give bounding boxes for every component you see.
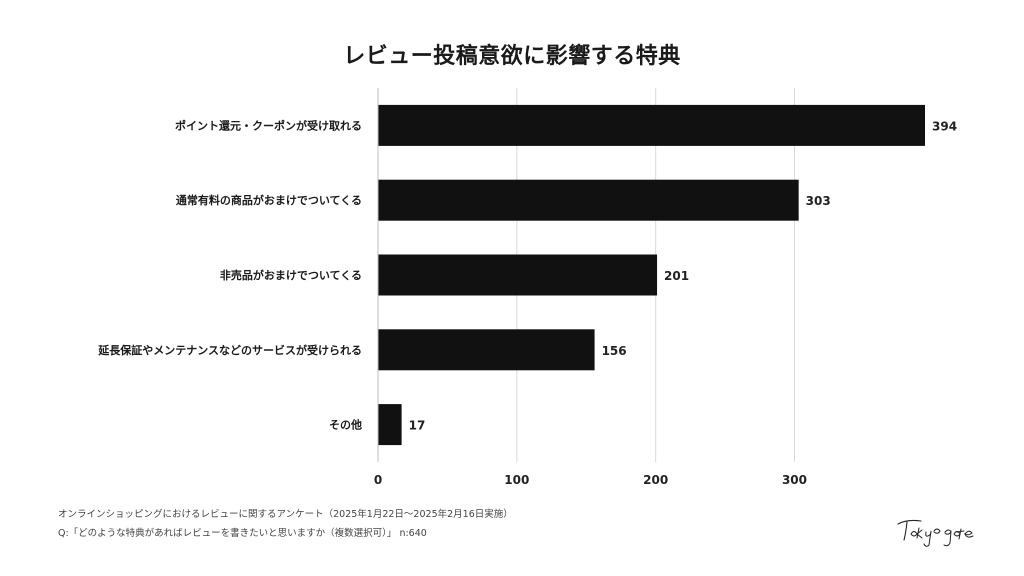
survey-question-note: Q:「どのような特典があればレビューを書きたいと思いますか（複数選択可）」 n:… [58,528,427,539]
bar [378,404,402,446]
survey-source-note: オンラインショッピングにおけるレビューに関するアンケート（2025年1月22日〜… [58,509,513,520]
chart-title: レビュー投稿意欲に影響する特典 [343,44,681,69]
bar [378,179,799,221]
x-tick-label: 300 [782,473,807,487]
data-label: 201 [664,269,689,283]
x-tick-label: 0 [374,473,382,487]
data-label: 156 [602,344,627,358]
data-label: 394 [932,119,957,133]
category-label: ポイント還元・クーポンが受け取れる [175,118,362,132]
tokyo-gate-logo [897,519,974,547]
category-label: 通常有料の商品がおまけでついてくる [176,193,362,207]
bar [378,329,595,371]
bar [378,254,658,296]
category-label: 非売品がおまけでついてくる [220,268,362,282]
category-label: 延長保証やメンテナンスなどのサービスが受けられる [97,343,362,357]
data-label: 17 [409,419,426,433]
x-tick-label: 100 [504,473,529,487]
x-tick-label: 200 [643,473,668,487]
category-label: その他 [329,418,362,432]
data-label: 303 [806,194,831,208]
bar [378,104,925,146]
